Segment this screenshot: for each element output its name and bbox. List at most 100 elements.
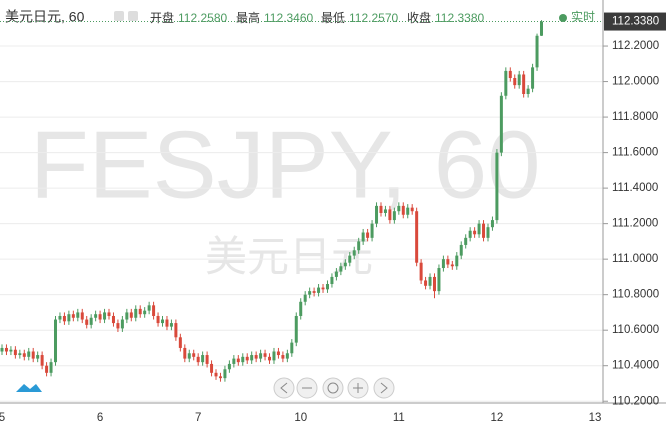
candle-body xyxy=(62,315,66,322)
candle-body xyxy=(210,363,214,373)
candle-body xyxy=(348,255,352,263)
candle-body xyxy=(281,355,285,359)
candle-body xyxy=(13,349,17,356)
candle-body xyxy=(410,207,414,212)
nav-buttons[interactable] xyxy=(273,377,395,399)
candle-body xyxy=(468,230,472,238)
candle-body xyxy=(0,347,4,352)
candle-body xyxy=(214,372,218,377)
y-tick-label: 111.2000 xyxy=(612,218,658,230)
info-name: 收盘 xyxy=(407,10,431,25)
candle-body xyxy=(428,276,432,286)
candle-body xyxy=(4,347,8,352)
candle-body xyxy=(80,312,84,320)
y-tick-label: 110.8000 xyxy=(612,289,659,301)
candle-body xyxy=(499,95,503,153)
candle-body xyxy=(352,250,356,256)
info-value: 112.3380 xyxy=(435,11,484,25)
candle-body xyxy=(227,363,231,370)
candle-body xyxy=(522,74,526,94)
candle-body xyxy=(36,355,40,359)
candle-body xyxy=(22,353,26,357)
toolbar-icons[interactable] xyxy=(114,11,138,21)
candle-body xyxy=(419,262,423,281)
candle-body xyxy=(71,314,75,318)
candle-body xyxy=(67,314,71,322)
candle-body xyxy=(308,291,312,295)
candle-body xyxy=(76,312,80,318)
info-value: 112.2570 xyxy=(349,11,398,25)
candle-body xyxy=(375,205,379,224)
watermark-sub: 美元日元 xyxy=(205,233,373,280)
candle-body xyxy=(196,356,200,363)
candle-body xyxy=(165,319,169,327)
candle-body xyxy=(437,268,441,292)
candle-body xyxy=(312,291,316,293)
y-tick-label: 110.2000 xyxy=(612,395,659,407)
info-name: 开盘 xyxy=(150,10,174,25)
candle-body xyxy=(94,314,98,318)
x-tick-label: 7 xyxy=(195,412,201,424)
candle-body xyxy=(321,287,325,290)
candle-body xyxy=(339,266,343,272)
candle-body xyxy=(241,356,245,363)
candle-body xyxy=(156,315,160,324)
candle-body xyxy=(183,347,187,359)
candle-body xyxy=(103,312,107,320)
candle-body xyxy=(317,287,321,293)
candle-body xyxy=(294,315,298,343)
candle-body xyxy=(116,323,120,329)
candle-body xyxy=(401,205,405,215)
candle-body xyxy=(383,209,387,213)
candle-body xyxy=(366,232,370,238)
candle-body xyxy=(169,323,173,327)
candle-body xyxy=(446,259,450,265)
candle-body xyxy=(98,314,102,320)
candle-body xyxy=(397,205,401,212)
candle-body xyxy=(138,308,142,315)
candle-body xyxy=(129,312,133,318)
candle-body xyxy=(232,358,236,364)
y-tick-label: 110.6000 xyxy=(612,324,659,336)
last-price-label: 112.3380 xyxy=(612,16,659,28)
x-tick-label: 12 xyxy=(491,412,504,424)
candle-body xyxy=(9,349,13,352)
candle-body xyxy=(299,301,303,316)
y-tick-label: 110.4000 xyxy=(612,360,659,372)
candle-body xyxy=(205,355,209,364)
y-tick-label: 111.4000 xyxy=(612,182,658,194)
candle-body xyxy=(517,74,521,86)
candle-body xyxy=(250,355,254,361)
candle-body xyxy=(450,264,454,267)
candle-body xyxy=(85,319,89,325)
candle-body xyxy=(223,369,227,379)
x-tick-label: 11 xyxy=(393,412,405,424)
candle-body xyxy=(187,353,191,359)
candle-body xyxy=(424,280,428,286)
candle-body xyxy=(490,220,494,228)
candle-body xyxy=(334,271,338,277)
y-tick-label: 111.0000 xyxy=(612,253,658,265)
candle-body xyxy=(40,355,44,366)
candle-body xyxy=(18,353,22,356)
chart-title: 美元日元, 60 xyxy=(5,9,85,25)
candle-body xyxy=(27,351,31,357)
candle-body xyxy=(174,323,178,338)
candle-body xyxy=(370,223,374,238)
candle-body xyxy=(259,353,263,359)
candle-body xyxy=(504,70,508,96)
candle-body xyxy=(49,362,53,373)
y-tick-label: 112.2000 xyxy=(612,40,659,52)
candle-body xyxy=(388,209,392,221)
info-value: 112.2580 xyxy=(178,11,227,25)
x-tick-label: 13 xyxy=(589,412,602,424)
candle-body xyxy=(245,356,249,361)
candle-body xyxy=(161,319,165,324)
candle-body xyxy=(111,315,115,324)
candle-body xyxy=(192,353,196,357)
status: 实时 xyxy=(571,9,595,24)
candle-body xyxy=(31,351,35,359)
candle-body xyxy=(379,205,383,213)
candle-body xyxy=(486,227,490,238)
